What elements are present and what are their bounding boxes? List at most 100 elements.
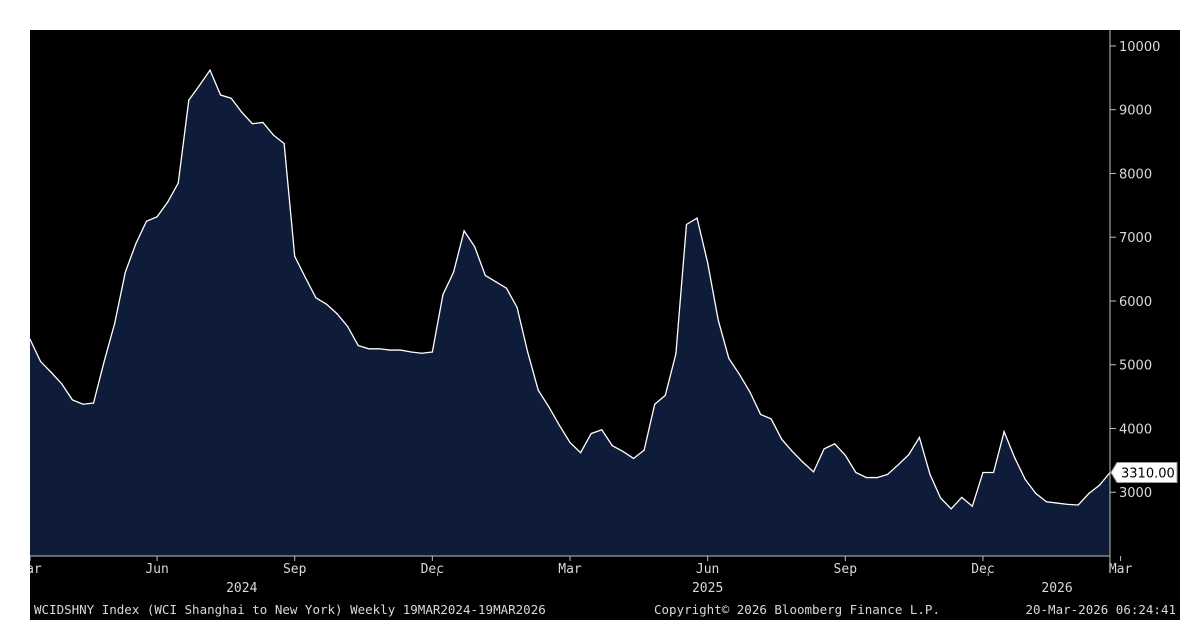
data-point — [707, 262, 709, 264]
data-point — [421, 352, 423, 354]
data-point — [442, 293, 444, 296]
data-point — [685, 223, 688, 226]
data-point — [855, 471, 857, 474]
data-point — [802, 461, 804, 463]
y-tick-label: 7000 — [1119, 231, 1152, 246]
data-point — [971, 505, 973, 507]
data-point — [82, 403, 84, 405]
last-value-label: 3310.00 — [1121, 466, 1175, 481]
data-point — [452, 271, 455, 273]
data-point — [1056, 502, 1058, 504]
data-point — [30, 338, 31, 340]
data-point — [39, 360, 42, 363]
data-point — [897, 464, 899, 466]
data-point — [272, 134, 275, 136]
data-point — [844, 454, 846, 456]
last-value-tag: 3310.00 — [1110, 461, 1178, 483]
data-point — [241, 111, 243, 113]
data-point — [548, 406, 550, 408]
data-point — [887, 473, 889, 475]
data-point — [759, 413, 762, 416]
data-point — [1024, 478, 1026, 481]
x-tick-label: Jun — [696, 562, 719, 577]
last-value-box — [1110, 461, 1178, 483]
data-point — [325, 303, 328, 305]
data-point — [823, 448, 825, 450]
data-point — [876, 476, 878, 479]
data-point — [728, 357, 730, 359]
data-point — [156, 216, 158, 218]
y-tick-label: 4000 — [1119, 422, 1152, 437]
data-point — [1098, 484, 1101, 486]
data-point — [463, 230, 465, 232]
y-tick-label: 9000 — [1119, 104, 1152, 119]
data-point — [410, 351, 412, 353]
footer-copyright: Copyright© 2026 Bloomberg Finance L.P. — [654, 602, 940, 617]
data-point — [336, 313, 338, 315]
data-point — [145, 220, 148, 222]
x-tick-label: Jun — [145, 562, 168, 577]
data-point — [781, 438, 783, 440]
data-point — [1035, 492, 1037, 495]
data-point — [378, 348, 381, 350]
data-point — [1067, 503, 1069, 505]
data-point — [262, 121, 264, 124]
data-point — [389, 349, 391, 351]
data-point — [219, 94, 222, 96]
y-tick-label: 6000 — [1119, 295, 1152, 310]
data-point — [675, 353, 677, 355]
data-point — [632, 457, 635, 460]
data-point — [812, 471, 815, 473]
data-point — [770, 418, 772, 420]
data-point — [982, 471, 984, 474]
data-point — [315, 297, 317, 299]
x-axis: Mar Jun Sep Dec Mar Jun Sep Dec Mar 2024 2025 2026 — [30, 555, 1133, 596]
data-point — [516, 306, 518, 308]
data-point — [579, 452, 582, 454]
data-point — [167, 201, 169, 203]
y-tick-label: 3000 — [1119, 486, 1152, 501]
data-point — [399, 349, 402, 351]
data-point — [654, 403, 656, 405]
year-label: 2024 — [226, 581, 257, 596]
y-tick-label: 10000 — [1119, 40, 1160, 55]
data-point — [992, 471, 995, 474]
y-tick-label: 8000 — [1119, 167, 1152, 182]
footer-index-description: WCIDSHNY Index (WCI Shanghai to New York… — [34, 602, 546, 617]
data-point — [1045, 501, 1048, 503]
data-point — [484, 274, 486, 277]
data-point — [622, 450, 624, 453]
data-point — [124, 271, 126, 273]
data-point — [601, 429, 603, 431]
x-tick-label: Mar — [30, 562, 42, 577]
data-point — [865, 476, 868, 479]
plot-area — [30, 68, 1111, 557]
year-label: 2025 — [692, 581, 723, 596]
data-point — [357, 345, 359, 347]
data-point — [643, 449, 645, 451]
data-point — [474, 246, 476, 248]
y-tick-label: 5000 — [1119, 359, 1152, 374]
data-point — [791, 450, 793, 453]
data-point — [294, 255, 296, 257]
data-point — [929, 473, 931, 475]
x-tick-label: Dec — [421, 562, 444, 577]
data-point — [590, 432, 592, 435]
data-point — [834, 443, 836, 445]
x-tick-label: Mar — [558, 562, 582, 577]
data-point — [61, 383, 63, 385]
data-point — [103, 360, 105, 363]
data-point — [939, 497, 942, 499]
data-point — [92, 402, 95, 404]
data-point — [1077, 504, 1079, 506]
year-label: 2026 — [1041, 581, 1072, 596]
data-point — [1003, 431, 1005, 433]
data-point — [664, 394, 666, 396]
data-point — [505, 287, 508, 289]
data-point — [749, 391, 751, 393]
data-point — [961, 496, 963, 498]
x-tick-label: Mar — [1109, 562, 1133, 577]
data-point — [347, 325, 349, 328]
series-area — [30, 70, 1110, 557]
data-point — [527, 351, 529, 353]
